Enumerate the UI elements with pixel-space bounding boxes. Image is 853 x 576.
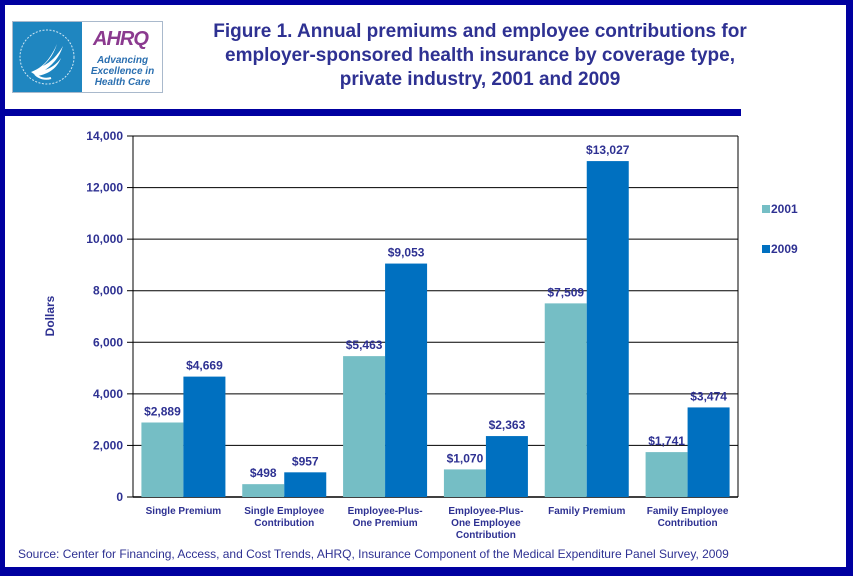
figure-title: Figure 1. Annual premiums and employee c… (205, 20, 755, 92)
data-label: $1,741 (648, 434, 685, 448)
data-label: $5,463 (346, 338, 383, 352)
y-tick-label: 12,000 (86, 181, 123, 195)
data-label: $9,053 (388, 246, 425, 260)
x-category-label: Family Employee (647, 506, 729, 517)
data-label: $3,474 (690, 389, 727, 403)
data-label: $1,070 (447, 451, 484, 465)
data-label: $2,363 (489, 418, 526, 432)
x-category-label: Single Premium (146, 506, 222, 517)
x-category-label: Single Employee (244, 506, 324, 517)
data-label: $7,509 (547, 285, 584, 299)
bar-2001 (242, 484, 285, 497)
ahrq-tagline: Advancing Excellence in Health Care (83, 55, 162, 88)
bar-2009 (586, 161, 629, 498)
bar-2001 (544, 303, 587, 497)
bar-2001 (141, 422, 184, 497)
bar-2001 (343, 356, 386, 497)
legend-swatch-2009 (762, 245, 770, 253)
x-category-label: Employee-Plus- (448, 506, 523, 517)
y-tick-label: 10,000 (86, 232, 123, 246)
tagline-line: Excellence in (90, 66, 155, 77)
x-category-label: One Employee (451, 518, 521, 529)
source-note: Source: Center for Financing, Access, an… (18, 547, 729, 561)
title-line: private industry, 2001 and 2009 (339, 69, 621, 90)
data-label: $4,669 (186, 359, 223, 373)
bar-2009 (284, 472, 327, 497)
x-category-label: Employee-Plus- (348, 506, 423, 517)
legend-label: 2009 (771, 242, 798, 256)
tagline-line: Advancing (96, 55, 149, 66)
hhs-eagle-icon (13, 22, 82, 92)
x-category-label: Family Premium (548, 506, 625, 517)
data-label: $2,889 (144, 405, 181, 419)
bar-2001 (645, 452, 688, 497)
x-category-label: One Premium (353, 518, 418, 529)
y-axis-title: Dollars (43, 295, 57, 336)
y-tick-label: 14,000 (86, 129, 123, 143)
bar-2009 (485, 436, 528, 497)
title-line: employer-sponsored health insurance by c… (225, 45, 735, 66)
x-category-label: Contribution (456, 530, 516, 541)
tagline-line: Health Care (94, 77, 151, 88)
title-divider (5, 109, 741, 116)
y-tick-label: 4,000 (93, 387, 123, 401)
y-tick-label: 6,000 (93, 335, 123, 349)
x-category-label: Contribution (254, 518, 314, 529)
y-tick-label: 0 (116, 490, 123, 504)
data-label: $957 (292, 454, 319, 468)
bar-2009 (687, 407, 730, 497)
ahrq-brand: AHRQ Advancing Excellence in Health Care (83, 22, 162, 92)
bar-2001 (443, 469, 486, 497)
data-label: $13,027 (586, 143, 630, 157)
ahrq-logo: AHRQ Advancing Excellence in Health Care (12, 21, 163, 93)
data-label: $498 (250, 466, 277, 480)
legend-swatch-2001 (762, 205, 770, 213)
y-tick-label: 8,000 (93, 284, 123, 298)
title-line: Figure 1. Annual premiums and employee c… (213, 21, 747, 42)
legend-label: 2001 (771, 202, 798, 216)
bar-2009 (385, 263, 428, 497)
bar-2009 (183, 376, 226, 497)
x-category-label: Contribution (658, 518, 718, 529)
y-tick-label: 2,000 (93, 438, 123, 452)
ahrq-wordmark: AHRQ (93, 28, 149, 50)
